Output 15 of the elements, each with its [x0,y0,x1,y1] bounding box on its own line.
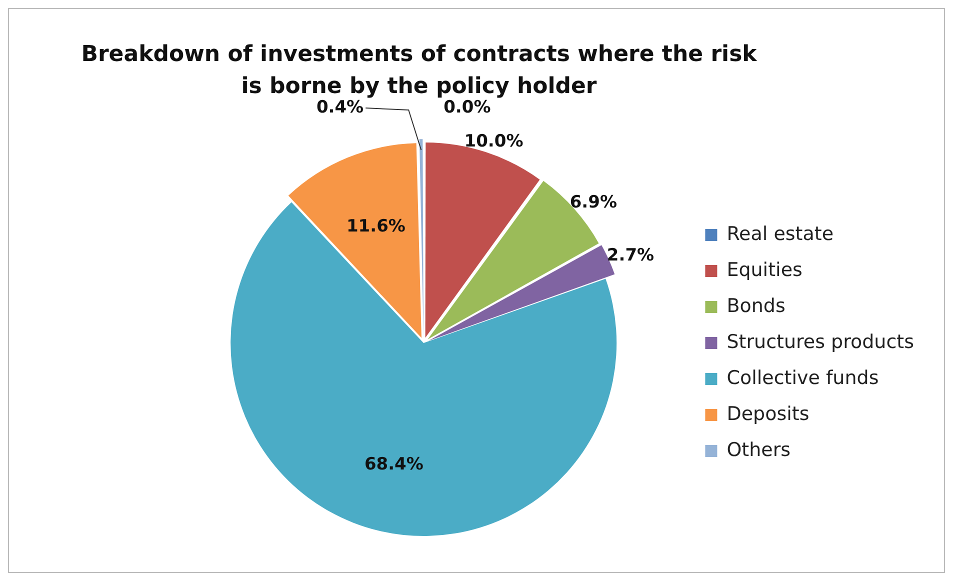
text: 0.0% [444,97,491,118]
legend-label: Others [726,438,791,461]
legend-label: Bonds [726,294,786,317]
data-label: 11.6% [346,216,406,236]
legend-label: Equities [726,258,802,281]
chart-title: Breakdown of investments of contracts where the risk is borne by the policy holder [80,41,758,100]
legend-label: Collective funds [726,366,879,389]
legend-label: Deposits [726,402,810,425]
data-label: 6.9% [570,192,617,212]
legend-label: Structures products [726,330,914,353]
data-label: 0.4% [316,97,364,118]
data-label: 10.0% [464,132,524,152]
data-label: 2.7% [606,246,654,266]
data-label: 68.4% [364,454,424,474]
legend-label: Real estate [726,222,834,245]
